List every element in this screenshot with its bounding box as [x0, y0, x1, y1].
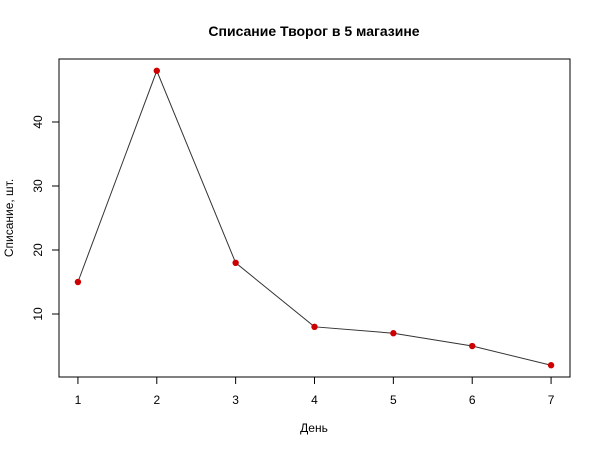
data-point — [390, 330, 397, 337]
x-tick-label: 7 — [548, 393, 555, 407]
x-tick-label: 1 — [75, 393, 82, 407]
x-axis-label: День — [300, 421, 328, 435]
x-tick-label: 3 — [232, 393, 239, 407]
data-point — [469, 342, 476, 350]
x-axis: 1 2 3 4 5 6 7 — [75, 376, 555, 407]
data-point — [232, 259, 239, 267]
y-tick-label: 30 — [31, 179, 45, 193]
x-tick-label: 2 — [153, 393, 160, 407]
data-point — [153, 67, 160, 74]
x-tick-label: 6 — [469, 393, 476, 407]
y-axis-label: Списание, шт. — [2, 179, 16, 257]
data-point — [74, 278, 82, 286]
y-tick-label: 40 — [31, 115, 45, 129]
y-tick-label: 20 — [31, 243, 45, 257]
chart-title: Списание Творог в 5 магазине — [208, 23, 419, 39]
series-layer — [74, 67, 555, 369]
series-line — [77, 69, 552, 366]
x-tick-label: 4 — [311, 393, 318, 407]
x-tick-label: 5 — [390, 393, 397, 407]
y-tick-label: 10 — [31, 307, 45, 321]
y-axis: 10 20 30 40 — [31, 115, 60, 321]
data-point — [547, 362, 555, 369]
data-point — [311, 323, 318, 331]
